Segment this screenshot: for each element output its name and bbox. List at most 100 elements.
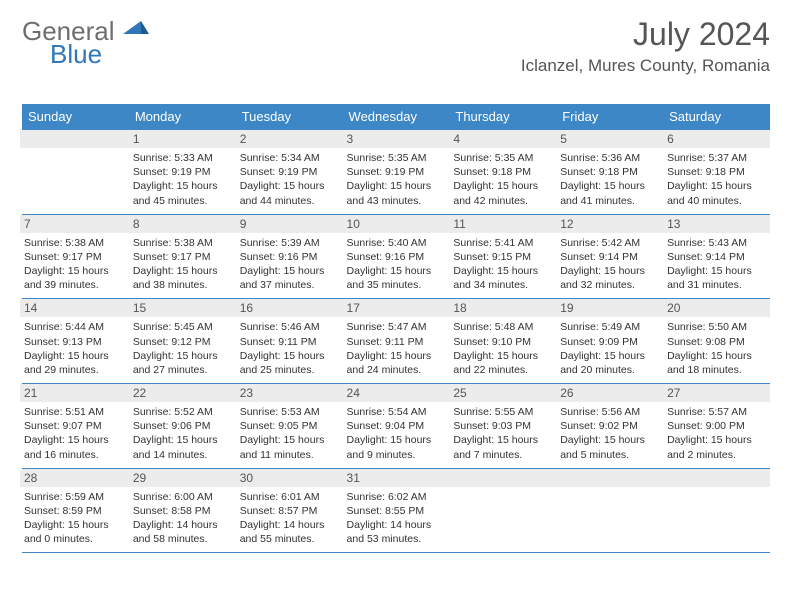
daylight-text: Daylight: 15 hours and 38 minutes. [133,264,232,292]
day-cell [22,130,129,215]
day-cell: 4Sunrise: 5:35 AMSunset: 9:18 PMDaylight… [449,130,556,215]
day-details: Sunrise: 5:57 AMSunset: 9:00 PMDaylight:… [667,405,766,462]
day-details: Sunrise: 5:40 AMSunset: 9:16 PMDaylight:… [347,236,446,293]
day-number: 24 [343,384,450,402]
calendar-table: Sunday Monday Tuesday Wednesday Thursday… [22,104,770,552]
sunrise-text: Sunrise: 5:37 AM [667,151,766,165]
sunrise-text: Sunrise: 5:34 AM [240,151,339,165]
weekday-header: Wednesday [343,104,450,130]
sunrise-text: Sunrise: 5:45 AM [133,320,232,334]
day-details: Sunrise: 5:43 AMSunset: 9:14 PMDaylight:… [667,236,766,293]
daylight-text: Daylight: 15 hours and 7 minutes. [453,433,552,461]
sunset-text: Sunset: 8:59 PM [24,504,125,518]
sunrise-text: Sunrise: 5:57 AM [667,405,766,419]
sunrise-text: Sunrise: 5:54 AM [347,405,446,419]
day-number: 22 [129,384,236,402]
sunset-text: Sunset: 9:18 PM [667,165,766,179]
sunset-text: Sunset: 9:05 PM [240,419,339,433]
sunset-text: Sunset: 9:04 PM [347,419,446,433]
daylight-text: Daylight: 15 hours and 16 minutes. [24,433,125,461]
sunrise-text: Sunrise: 5:49 AM [560,320,659,334]
logo-triangle-icon [123,18,149,39]
sunrise-text: Sunrise: 5:39 AM [240,236,339,250]
daylight-text: Daylight: 15 hours and 44 minutes. [240,179,339,207]
day-cell: 18Sunrise: 5:48 AMSunset: 9:10 PMDayligh… [449,299,556,384]
day-details: Sunrise: 5:33 AMSunset: 9:19 PMDaylight:… [133,151,232,208]
day-cell: 27Sunrise: 5:57 AMSunset: 9:00 PMDayligh… [663,384,770,469]
day-details: Sunrise: 5:49 AMSunset: 9:09 PMDaylight:… [560,320,659,377]
sunrise-text: Sunrise: 5:35 AM [453,151,552,165]
day-cell: 26Sunrise: 5:56 AMSunset: 9:02 PMDayligh… [556,384,663,469]
sunset-text: Sunset: 9:13 PM [24,335,125,349]
sunrise-text: Sunrise: 5:41 AM [453,236,552,250]
day-details: Sunrise: 6:00 AMSunset: 8:58 PMDaylight:… [133,490,232,547]
daylight-text: Daylight: 15 hours and 18 minutes. [667,349,766,377]
sunset-text: Sunset: 9:16 PM [347,250,446,264]
sunset-text: Sunset: 9:14 PM [560,250,659,264]
bottom-divider [22,552,770,553]
day-cell [449,468,556,552]
day-cell: 25Sunrise: 5:55 AMSunset: 9:03 PMDayligh… [449,384,556,469]
day-cell: 1 Sunrise: 5:33 AMSunset: 9:19 PMDaylight… [129,130,236,215]
sunrise-text: Sunrise: 5:38 AM [24,236,125,250]
sunset-text: Sunset: 9:19 PM [347,165,446,179]
daylight-text: Daylight: 15 hours and 31 minutes. [667,264,766,292]
day-number: 11 [449,215,556,233]
day-number: 9 [236,215,343,233]
sunset-text: Sunset: 9:11 PM [240,335,339,349]
title-block: July 2024 Iclanzel, Mures County, Romani… [521,18,770,76]
day-number: 1 [129,130,236,148]
day-number: 5 [556,130,663,148]
daylight-text: Daylight: 15 hours and 27 minutes. [133,349,232,377]
day-cell: 7Sunrise: 5:38 AMSunset: 9:17 PMDaylight… [22,214,129,299]
weekday-header: Thursday [449,104,556,130]
sunset-text: Sunset: 9:07 PM [24,419,125,433]
sunset-text: Sunset: 9:00 PM [667,419,766,433]
day-number: 26 [556,384,663,402]
day-number: 19 [556,299,663,317]
sunrise-text: Sunrise: 5:56 AM [560,405,659,419]
day-details: Sunrise: 5:46 AMSunset: 9:11 PMDaylight:… [240,320,339,377]
day-details: Sunrise: 5:36 AMSunset: 9:18 PMDaylight:… [560,151,659,208]
daylight-text: Daylight: 15 hours and 42 minutes. [453,179,552,207]
day-number: 8 [129,215,236,233]
daylight-text: Daylight: 15 hours and 41 minutes. [560,179,659,207]
day-cell: 28Sunrise: 5:59 AMSunset: 8:59 PMDayligh… [22,468,129,552]
day-details: Sunrise: 5:37 AMSunset: 9:18 PMDaylight:… [667,151,766,208]
day-cell: 13Sunrise: 5:43 AMSunset: 9:14 PMDayligh… [663,214,770,299]
day-cell: 22Sunrise: 5:52 AMSunset: 9:06 PMDayligh… [129,384,236,469]
day-number: 25 [449,384,556,402]
sunrise-text: Sunrise: 5:51 AM [24,405,125,419]
day-cell: 23Sunrise: 5:53 AMSunset: 9:05 PMDayligh… [236,384,343,469]
day-cell: 12Sunrise: 5:42 AMSunset: 9:14 PMDayligh… [556,214,663,299]
day-details: Sunrise: 5:54 AMSunset: 9:04 PMDaylight:… [347,405,446,462]
weekday-header: Tuesday [236,104,343,130]
day-number: 4 [449,130,556,148]
day-number: 20 [663,299,770,317]
day-details: Sunrise: 6:02 AMSunset: 8:55 PMDaylight:… [347,490,446,547]
day-cell: 10Sunrise: 5:40 AMSunset: 9:16 PMDayligh… [343,214,450,299]
day-number [663,469,770,487]
sunrise-text: Sunrise: 5:59 AM [24,490,125,504]
sunset-text: Sunset: 9:14 PM [667,250,766,264]
sunset-text: Sunset: 8:55 PM [347,504,446,518]
day-cell: 3Sunrise: 5:35 AMSunset: 9:19 PMDaylight… [343,130,450,215]
day-cell: 6Sunrise: 5:37 AMSunset: 9:18 PMDaylight… [663,130,770,215]
sunset-text: Sunset: 9:11 PM [347,335,446,349]
day-cell: 15Sunrise: 5:45 AMSunset: 9:12 PMDayligh… [129,299,236,384]
day-number: 3 [343,130,450,148]
weekday-header: Friday [556,104,663,130]
sunset-text: Sunset: 9:02 PM [560,419,659,433]
day-number: 29 [129,469,236,487]
daylight-text: Daylight: 15 hours and 37 minutes. [240,264,339,292]
month-title: July 2024 [521,18,770,50]
daylight-text: Daylight: 15 hours and 39 minutes. [24,264,125,292]
daylight-text: Daylight: 15 hours and 45 minutes. [133,179,232,207]
day-cell [556,468,663,552]
sunrise-text: Sunrise: 5:52 AM [133,405,232,419]
day-cell: 17Sunrise: 5:47 AMSunset: 9:11 PMDayligh… [343,299,450,384]
daylight-text: Daylight: 15 hours and 24 minutes. [347,349,446,377]
day-number: 23 [236,384,343,402]
day-details: Sunrise: 5:34 AMSunset: 9:19 PMDaylight:… [240,151,339,208]
calendar-body: 1 Sunrise: 5:33 AMSunset: 9:19 PMDaylight… [22,130,770,553]
